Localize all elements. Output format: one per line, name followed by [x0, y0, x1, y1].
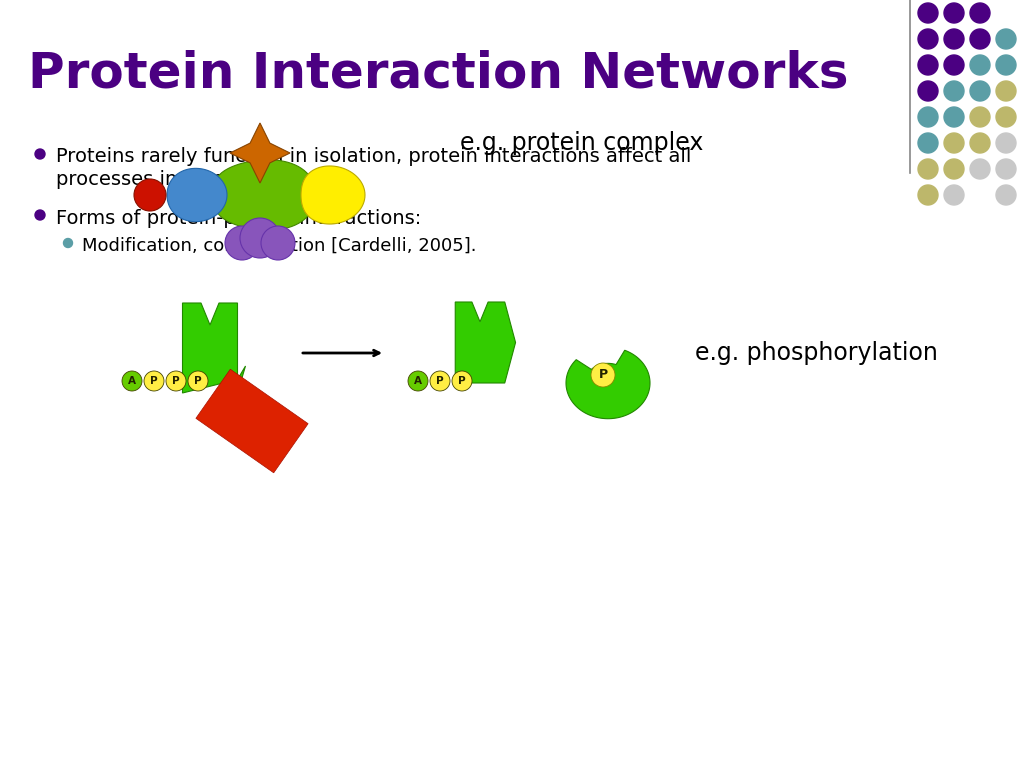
Circle shape [970, 3, 990, 23]
Circle shape [261, 226, 295, 260]
Polygon shape [230, 123, 290, 183]
Polygon shape [196, 369, 308, 473]
Circle shape [996, 81, 1016, 101]
Circle shape [166, 371, 186, 391]
Text: Protein Interaction Networks: Protein Interaction Networks [28, 50, 849, 98]
Circle shape [996, 159, 1016, 179]
Polygon shape [566, 350, 650, 419]
Circle shape [35, 210, 45, 220]
Circle shape [970, 133, 990, 153]
Circle shape [452, 371, 472, 391]
Circle shape [996, 29, 1016, 49]
Polygon shape [456, 302, 515, 383]
Text: Proteins rarely function in isolation, protein interactions affect all: Proteins rarely function in isolation, p… [56, 147, 691, 166]
Circle shape [63, 239, 73, 247]
Circle shape [122, 371, 142, 391]
Circle shape [35, 149, 45, 159]
Circle shape [944, 133, 964, 153]
Circle shape [970, 159, 990, 179]
Circle shape [408, 371, 428, 391]
Polygon shape [167, 168, 227, 222]
Circle shape [944, 29, 964, 49]
Text: Forms of protein-protein interactions:: Forms of protein-protein interactions: [56, 209, 421, 228]
Circle shape [188, 371, 208, 391]
Circle shape [918, 29, 938, 49]
Text: P: P [458, 376, 466, 386]
Text: P: P [598, 369, 607, 382]
Circle shape [996, 107, 1016, 127]
Circle shape [918, 3, 938, 23]
Circle shape [944, 185, 964, 205]
Text: A: A [414, 376, 422, 386]
Circle shape [918, 107, 938, 127]
Text: A: A [128, 376, 136, 386]
Text: P: P [172, 376, 180, 386]
Circle shape [918, 185, 938, 205]
Circle shape [918, 159, 938, 179]
Circle shape [996, 185, 1016, 205]
Text: P: P [151, 376, 158, 386]
Circle shape [430, 371, 450, 391]
Circle shape [144, 371, 164, 391]
Text: Modification, complexation [Cardelli, 2005].: Modification, complexation [Cardelli, 20… [82, 237, 476, 255]
Circle shape [944, 159, 964, 179]
Circle shape [996, 133, 1016, 153]
Text: P: P [436, 376, 443, 386]
Polygon shape [301, 166, 365, 224]
Circle shape [918, 133, 938, 153]
Circle shape [240, 218, 280, 258]
Circle shape [970, 81, 990, 101]
Circle shape [944, 3, 964, 23]
Circle shape [944, 107, 964, 127]
Circle shape [970, 55, 990, 75]
Circle shape [918, 81, 938, 101]
Circle shape [918, 55, 938, 75]
Text: processes in a cell.: processes in a cell. [56, 170, 242, 189]
Text: e.g. protein complex: e.g. protein complex [460, 131, 703, 155]
Circle shape [944, 81, 964, 101]
Polygon shape [216, 160, 316, 230]
Polygon shape [182, 303, 246, 393]
Circle shape [996, 55, 1016, 75]
Text: P: P [195, 376, 202, 386]
Circle shape [944, 55, 964, 75]
Circle shape [134, 179, 166, 211]
Circle shape [970, 107, 990, 127]
Circle shape [591, 363, 615, 387]
Circle shape [970, 29, 990, 49]
Text: e.g. phosphorylation: e.g. phosphorylation [695, 341, 938, 365]
Circle shape [225, 226, 259, 260]
